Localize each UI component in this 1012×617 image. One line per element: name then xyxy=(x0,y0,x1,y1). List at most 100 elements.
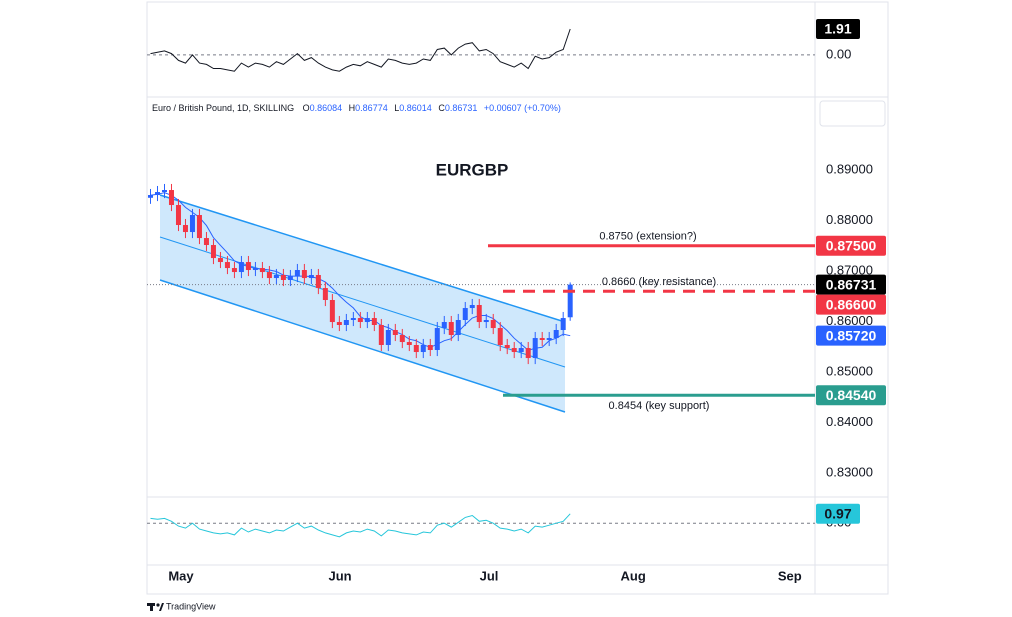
ohlc-value: 0.86014 xyxy=(399,103,432,113)
candle-body xyxy=(420,344,426,353)
candle-body xyxy=(518,348,524,353)
candle-body xyxy=(154,192,160,196)
candle-body xyxy=(301,270,307,279)
price-badge-label: 0.85720 xyxy=(826,327,877,343)
candle-body xyxy=(210,245,216,259)
candle-body xyxy=(259,268,265,273)
x-tick-label: May xyxy=(168,568,194,583)
value-badge-label: 0.97 xyxy=(824,506,851,522)
value-badge-label: 1.91 xyxy=(824,21,851,37)
level-label: 0.8750 (extension?) xyxy=(599,231,696,243)
footer: TradingView xyxy=(147,601,216,611)
candles xyxy=(147,183,573,365)
candle-body xyxy=(266,272,272,279)
price-badge xyxy=(816,385,886,406)
candle-body xyxy=(427,344,433,350)
candle-body xyxy=(175,205,181,226)
candle-body xyxy=(308,275,314,279)
y-tick-label: 0.87000 xyxy=(826,262,873,277)
price-badge-label: 0.86600 xyxy=(826,296,877,312)
y-tick-label: 0.88000 xyxy=(826,212,873,227)
candle-body xyxy=(203,238,209,246)
ohlc-letter: C xyxy=(438,103,445,113)
candle-body xyxy=(378,325,384,345)
candle-body xyxy=(532,338,538,359)
candle-body xyxy=(238,262,244,273)
y-tick-label: 0.86000 xyxy=(826,313,873,328)
x-tick-label: Sep xyxy=(778,568,802,583)
ohlc-letter: L xyxy=(394,103,400,113)
x-tick-label: Jun xyxy=(328,568,351,583)
candle-body xyxy=(490,320,496,329)
channel-top xyxy=(159,194,566,323)
y-tick-label: 0.00 xyxy=(826,46,851,61)
legend: Euro / British Pound, 1D, SKILLING O0.86… xyxy=(152,103,565,113)
ohlc-letter: O xyxy=(302,103,310,113)
y-tick-label: 0.84000 xyxy=(826,414,873,429)
channel-fill xyxy=(160,195,565,412)
price-badge-label: 0.87500 xyxy=(826,237,877,253)
channel-bottom xyxy=(159,279,566,413)
candle-body xyxy=(441,322,447,329)
pane-button[interactable] xyxy=(819,100,886,127)
candle-body xyxy=(539,338,545,340)
candle-body xyxy=(560,318,566,331)
ohlc-value: 0.86774 xyxy=(355,103,388,113)
candle-body xyxy=(280,275,286,281)
logo xyxy=(150,603,153,611)
candle-body xyxy=(413,344,419,353)
x-tick-label: Jul xyxy=(480,568,499,583)
candle-body xyxy=(224,262,230,269)
candle-body xyxy=(161,190,167,193)
candle-body xyxy=(252,268,258,271)
candle-body xyxy=(511,348,517,353)
ohlc-value: 0.86084 xyxy=(309,103,343,113)
candle-body xyxy=(294,270,300,277)
logo xyxy=(156,603,160,607)
footer-text: TradingView xyxy=(166,601,216,611)
candle-body xyxy=(406,342,412,345)
price-badge xyxy=(816,294,886,315)
candle-body xyxy=(448,322,454,336)
candle-body xyxy=(525,348,531,359)
ohlc-value: 0.86731 xyxy=(444,103,478,113)
candle-body xyxy=(462,308,468,321)
candle-body xyxy=(371,318,377,326)
candle-body xyxy=(147,195,153,198)
candle-body xyxy=(315,275,321,289)
candle-body xyxy=(168,190,174,206)
candle-body xyxy=(399,335,405,343)
chart-title: EURGBP xyxy=(436,160,509,179)
logo xyxy=(159,603,164,611)
candle-body xyxy=(336,322,342,326)
y-tick-label: 0.83000 xyxy=(826,464,873,479)
candle-body xyxy=(350,318,356,321)
candle-body xyxy=(322,288,328,301)
candle-body xyxy=(231,268,237,273)
candle-body xyxy=(189,215,195,233)
candle-body xyxy=(329,300,335,323)
candle-body xyxy=(434,328,440,350)
level-label: 0.8454 (key support) xyxy=(609,400,710,412)
candle-body xyxy=(567,284,573,318)
candle-body xyxy=(245,262,251,271)
candle-body xyxy=(182,225,188,233)
candle-body xyxy=(385,330,391,345)
frame xyxy=(146,1,889,595)
candle-body xyxy=(469,305,475,309)
price-badge xyxy=(816,235,886,256)
oscillator-line xyxy=(150,513,571,538)
candle-body xyxy=(483,320,489,323)
oscillator-line xyxy=(150,28,571,72)
value-badge xyxy=(816,503,860,524)
y-tick-label: 0.85000 xyxy=(826,363,873,378)
candle-body xyxy=(357,318,363,323)
candle-body xyxy=(476,305,482,323)
price-badge xyxy=(816,274,886,295)
price-badge xyxy=(816,325,886,346)
candle-body xyxy=(343,320,349,326)
candle-body xyxy=(455,320,461,336)
level-label: 0.8660 (key resistance) xyxy=(602,276,716,288)
